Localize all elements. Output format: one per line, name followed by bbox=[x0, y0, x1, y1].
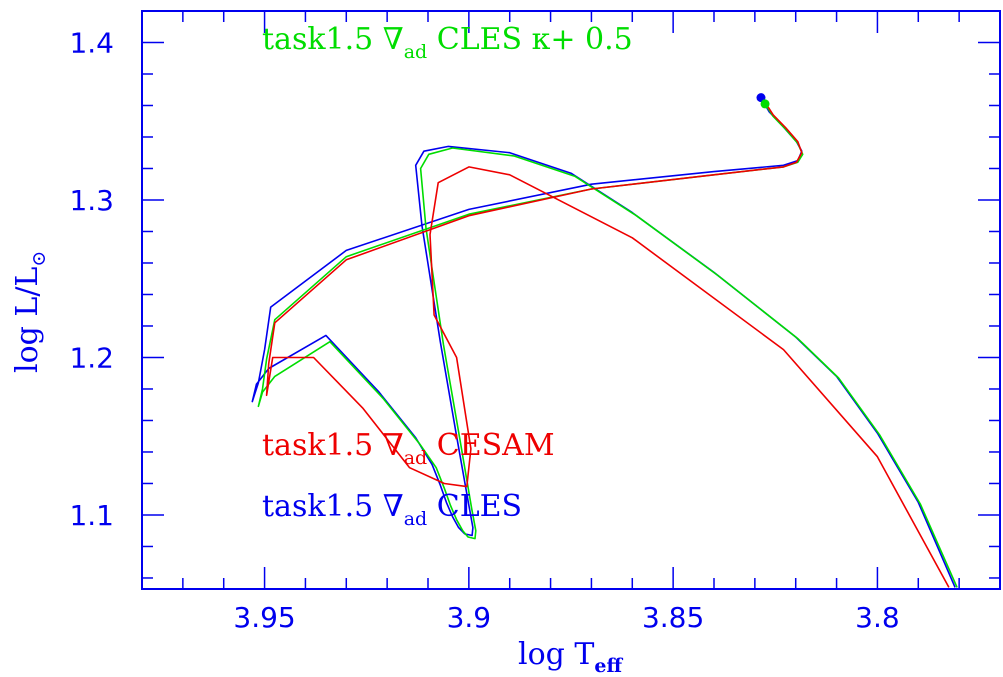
y-tick-label: 1.2 bbox=[69, 341, 114, 374]
x-axis-label: log Teff bbox=[518, 637, 623, 677]
series-line-0 bbox=[251, 97, 956, 588]
legend-entry-cles-kappa-prefix: task1.5 ∇ bbox=[262, 22, 404, 57]
x-tick-labels: 3.95 3.9 3.85 3.8 bbox=[233, 601, 899, 634]
x-tick-label: 3.95 bbox=[233, 601, 295, 634]
axis-ticks bbox=[142, 10, 1001, 589]
legend-entry-cles-prefix: task1.5 ∇ bbox=[262, 489, 404, 524]
legend-entry-cles-suffix: CLES bbox=[427, 489, 522, 524]
y-axis-label-sub: ⊙ bbox=[28, 251, 50, 267]
legend-entry-cesam-prefix: task1.5 ∇ bbox=[262, 428, 404, 463]
y-tick-label: 1.3 bbox=[69, 184, 114, 217]
series-layer bbox=[251, 97, 958, 588]
legend-entry-cles-sub: ad bbox=[404, 508, 428, 530]
legend-entry-cesam-sub: ad bbox=[404, 447, 428, 469]
plot-frame bbox=[141, 10, 1001, 590]
x-tick-label: 3.8 bbox=[855, 601, 900, 634]
y-axis-label: log L/L⊙ bbox=[10, 251, 50, 373]
y-tick-labels: 1.1 1.2 1.3 1.4 bbox=[69, 26, 114, 531]
legend-entry-cesam-suffix: CESAM bbox=[427, 428, 554, 463]
x-axis-label-sub: eff bbox=[594, 655, 623, 677]
x-axis-label-main: log T bbox=[518, 637, 594, 672]
legend-entry-cesam: task1.5 ∇ad CESAM bbox=[262, 428, 555, 469]
x-tick-label: 3.85 bbox=[642, 601, 704, 634]
marker-layer bbox=[756, 93, 770, 109]
y-axis-label-main: log L/L bbox=[10, 267, 45, 373]
legend-entry-cles-kappa-suffix: CLES κ+ 0.5 bbox=[427, 22, 633, 57]
legend-entry-cles-kappa-sub: ad bbox=[404, 41, 428, 63]
legend-entry-cles-kappa: task1.5 ∇ad CLES κ+ 0.5 bbox=[262, 22, 633, 63]
series-start-marker-1 bbox=[760, 99, 770, 109]
y-tick-label: 1.1 bbox=[69, 499, 114, 532]
x-tick-label: 3.9 bbox=[447, 601, 492, 634]
series-line-2 bbox=[265, 101, 950, 588]
legend-entry-cles: task1.5 ∇ad CLES bbox=[262, 489, 522, 530]
y-tick-label: 1.4 bbox=[69, 26, 114, 59]
